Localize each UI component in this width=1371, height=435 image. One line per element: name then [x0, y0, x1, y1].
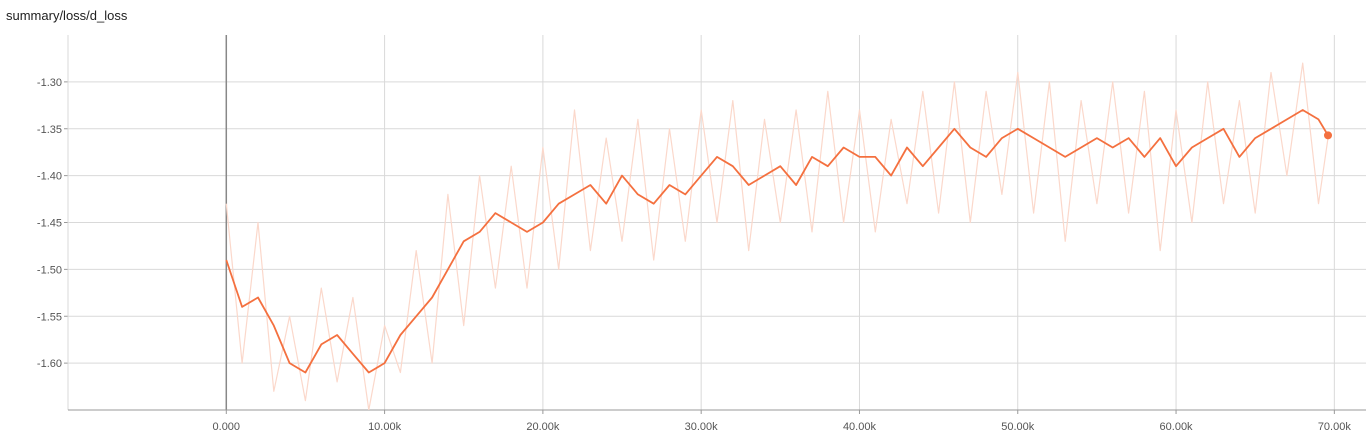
chart-title: summary/loss/d_loss [6, 8, 128, 23]
y-tick-label: -1.55 [37, 311, 62, 323]
raw-series-line [225, 62, 1329, 410]
x-tick-label: 60.00k [1160, 421, 1194, 433]
x-tick-label: 40.00k [843, 421, 877, 433]
smoothed-series-line [225, 109, 1329, 374]
smoothed-series-layer [225, 109, 1333, 374]
y-tick-label: -1.45 [37, 218, 62, 230]
x-tick-label: 0.000 [213, 421, 241, 433]
x-tick-label: 10.00k [368, 421, 402, 433]
y-tick-label: -1.30 [37, 77, 62, 89]
x-tick-label: 50.00k [1001, 421, 1035, 433]
raw-series-layer [225, 62, 1329, 410]
tick-labels: -1.30 -1.35 -1.40 -1.45 -1.50 -1.55 -1.60 0.000… [37, 77, 1351, 433]
x-tick-label: 30.00k [685, 421, 719, 433]
y-tick-label: -1.35 [37, 124, 62, 136]
last-value-marker [1324, 131, 1333, 140]
y-tick-label: -1.40 [37, 171, 62, 183]
x-tick-label: 20.00k [526, 421, 560, 433]
x-tick-label: 70.00k [1318, 421, 1352, 433]
y-tick-label: -1.60 [37, 358, 62, 370]
grid [64, 35, 1366, 414]
y-tick-label: -1.50 [37, 264, 62, 276]
